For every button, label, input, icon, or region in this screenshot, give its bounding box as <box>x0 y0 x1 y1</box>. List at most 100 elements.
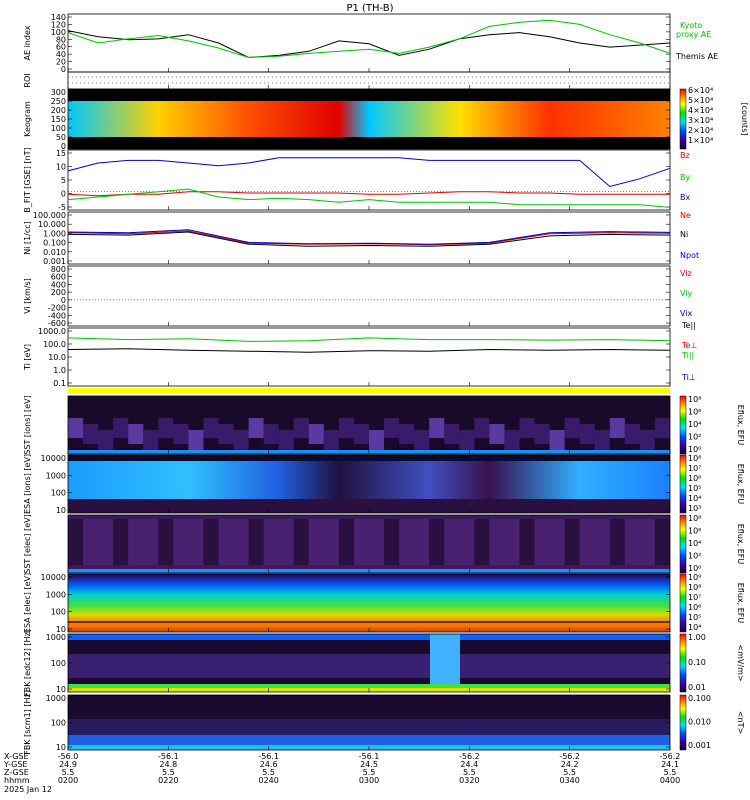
esa-top <box>68 455 670 461</box>
fbk-low <box>68 735 670 745</box>
sst-cell <box>519 418 535 438</box>
sst-cell <box>384 519 400 565</box>
panel-ylabel-7: SST [ions] [eV] <box>23 395 32 454</box>
sst-cell <box>218 519 234 565</box>
sst-cell <box>248 519 264 565</box>
sst-cell <box>369 519 385 565</box>
sst-cell <box>323 519 339 565</box>
sst-cell <box>308 519 324 565</box>
panel-ylabel-5: Vi [km/s] <box>23 278 32 314</box>
colorbar-tick: 10⁴ <box>688 494 701 503</box>
ytick-label: 800 <box>51 265 66 274</box>
ytick-label: 80 <box>56 35 66 44</box>
ygse-label: 24.5 <box>360 760 378 769</box>
zgse-label: 5.5 <box>162 768 175 777</box>
sst-cell <box>459 519 475 565</box>
ygse-label: 24.6 <box>260 760 278 769</box>
sst-cell <box>534 519 550 565</box>
ytick-label: 300 <box>51 88 66 97</box>
sst-cell <box>444 519 460 565</box>
colorbar-8 <box>679 454 687 514</box>
sst-cell <box>639 430 655 450</box>
colorbar-label-10: Eflux, EFU <box>736 583 745 624</box>
panel-ylabel-3: B_FIT [GSE] [nT] <box>23 147 32 212</box>
sst-cell <box>549 519 565 565</box>
sst-cell <box>218 424 234 444</box>
hhmm-label: 0320 <box>459 776 479 785</box>
ytick-label: 1000 <box>46 694 66 703</box>
legend-viz: Viz <box>680 269 692 278</box>
ytick-label: 100.0 <box>43 340 66 349</box>
ytick-label: 10 <box>56 743 66 752</box>
legend-1: Te⊥ <box>681 341 697 350</box>
sst-cell <box>173 424 189 444</box>
ytick-label: 0 <box>61 190 66 199</box>
colorbar-tick: 5×10⁴ <box>688 96 713 105</box>
xgse-label: -56.1 <box>359 752 380 761</box>
legend-viy: Viy <box>680 289 693 298</box>
sst-cell <box>459 430 475 450</box>
legend-themis-ae: Themis AE <box>675 52 718 61</box>
colorbar-11 <box>679 633 687 693</box>
colorbar-tick: 10⁶ <box>688 527 701 536</box>
colorbar-label-8: Eflux, EFU <box>736 464 745 505</box>
sst-cell <box>489 424 505 444</box>
panel-ylabel-0: AE index <box>23 25 32 60</box>
ygse-label: 24.8 <box>159 760 177 769</box>
panel-ylabel-12: FBK [scm1] [Hz] <box>23 690 32 755</box>
colorbar-tick: 10⁸ <box>688 454 701 463</box>
sst-cell <box>173 519 189 565</box>
sst-cell <box>609 418 625 438</box>
sst-cell <box>263 424 279 444</box>
ytick-label: 100 <box>51 608 66 617</box>
spectrogram-image-10 <box>68 574 670 632</box>
sst-cell <box>414 519 430 565</box>
sst-cell <box>158 519 174 565</box>
ytick-label: 600 <box>51 273 66 282</box>
sst-cell <box>444 424 460 444</box>
sst-cell <box>293 418 309 438</box>
colorbar-tick: 3×10⁴ <box>688 116 713 125</box>
colorbar-tick: 10⁶ <box>688 474 701 483</box>
sst-cell <box>158 418 174 438</box>
colorbar-tick: 6×10⁴ <box>688 86 713 95</box>
sst-cell <box>113 519 129 565</box>
sst-cell <box>278 519 294 565</box>
sst-cell <box>203 418 219 438</box>
row-label-xgse: X-GSE <box>4 752 29 761</box>
ytick-label: 250 <box>51 97 66 106</box>
sst-cell <box>143 430 159 450</box>
ytick-label: -600 <box>48 319 66 328</box>
series-line-0-Kyoto proxy AE <box>67 19 671 59</box>
keogram-image <box>68 101 670 137</box>
ytick-label: 1000.0 <box>38 327 66 336</box>
ytick-label: 0 <box>61 296 66 305</box>
sst-cell <box>399 424 415 444</box>
series-line-3-Bx <box>67 157 671 188</box>
colorbar-tick: 10⁵ <box>688 484 701 493</box>
panel-ylabel-6: Ti [eV] <box>23 344 32 371</box>
hhmm-label: 0340 <box>559 776 579 785</box>
colorbar-tick: 0.10 <box>688 658 706 667</box>
sst-cell <box>98 430 114 450</box>
sst-cell <box>203 519 219 565</box>
ytick-label: -400 <box>48 311 66 320</box>
ytick-label: 200 <box>51 288 66 297</box>
sst-cell <box>83 424 99 444</box>
ytick-label: 1000 <box>46 471 66 480</box>
colorbar-tick: 1×10⁴ <box>688 136 713 145</box>
hhmm-label: 0200 <box>58 776 78 785</box>
ytick-label: 50 <box>56 133 66 142</box>
colorbar-tick: 10⁰ <box>688 564 701 573</box>
colorbar-label-9: Eflux, EFU <box>736 524 745 565</box>
legend-npot: Npot <box>680 251 699 260</box>
ytick-label: 100.000 <box>33 211 66 220</box>
sst-cell <box>504 430 520 450</box>
row-label-ygse: Y-GSE <box>3 760 27 769</box>
legend-by: By <box>680 173 690 182</box>
sst-cell <box>624 424 640 444</box>
sst-cell <box>128 519 144 565</box>
legend-ne: Ne <box>680 211 691 220</box>
hhmm-label: 0300 <box>359 776 379 785</box>
colorbar-label-7: Eflux, EFU <box>736 405 745 446</box>
